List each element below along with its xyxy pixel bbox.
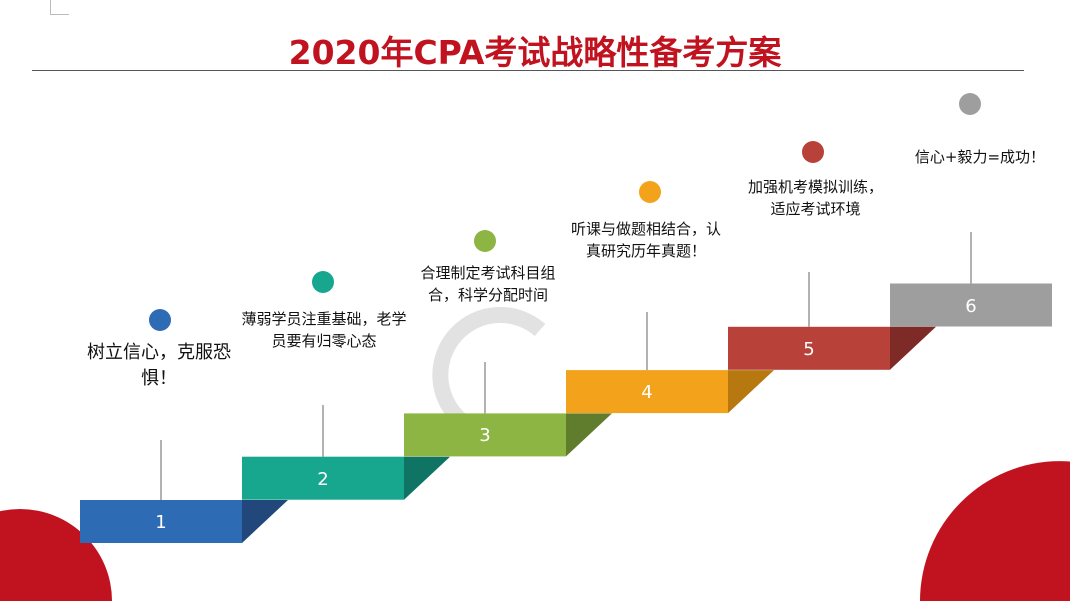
thumbs-up-icon (312, 271, 334, 293)
step-3-text: 合理制定考试科目组合，科学分配时间 (420, 264, 556, 304)
step-number: 4 (641, 382, 653, 404)
step-number: 5 (803, 338, 815, 360)
step-number: 6 (965, 295, 977, 317)
corner-mark (50, 0, 69, 15)
hand-money-icon (639, 181, 661, 203)
step-4-text: 听课与做题相结合，认真研究历年真题！ (570, 220, 721, 260)
swimmer-icon (802, 141, 824, 163)
step-2-shadow (404, 456, 450, 500)
step-5-text: 加强机考模拟训练，适应考试环境 (748, 178, 884, 218)
corner-circle-right (920, 461, 1070, 601)
step-2-box (242, 456, 404, 500)
step-1-box (80, 500, 242, 543)
step-1-text: 树立信心，克服恐惧！ (87, 342, 231, 389)
step-3-shadow (566, 413, 612, 457)
step-4-shadow (728, 370, 774, 414)
group-icon (474, 230, 496, 252)
step-number: 1 (155, 512, 167, 533)
person-at-desk-icon (959, 93, 981, 115)
page-title: 2020年CPA考试战略性备考方案 (288, 33, 782, 72)
people-carrying-box-icon (149, 309, 171, 331)
step-6-text: 信心+毅力=成功！ (914, 148, 1046, 166)
step-number: 3 (479, 425, 491, 447)
step-5-shadow (890, 326, 936, 370)
step-1-shadow (242, 500, 288, 543)
step-3-box (404, 413, 566, 457)
step-2-text: 薄弱学员注重基础，老学员要有归零心态 (241, 310, 407, 350)
step-number: 2 (317, 468, 329, 490)
step-5-box (728, 326, 890, 370)
corner-circle-left (0, 509, 112, 601)
title-divider (32, 70, 1024, 71)
step-4-box (566, 370, 728, 414)
step-6-box (890, 283, 1052, 327)
